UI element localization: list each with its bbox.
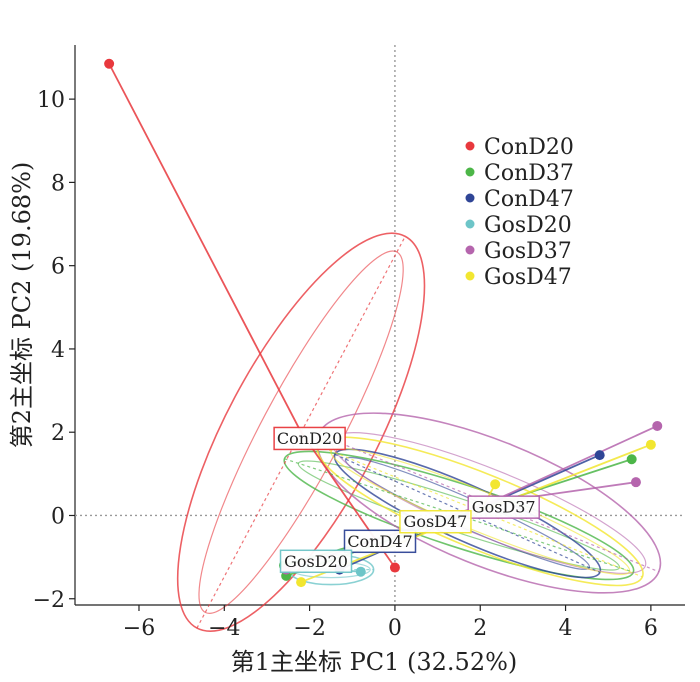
y-tick-label: 6: [51, 255, 65, 280]
cluster-label-ConD20: ConD20: [277, 429, 342, 448]
confidence-ellipses: [176, 232, 662, 633]
x-axis-title: 第1主坐标 PC1 (32.52%): [231, 648, 518, 676]
axis-line-ConD37: [284, 458, 634, 573]
spider-ConD20: [108, 63, 302, 433]
cluster-label-box-ConD20: [273, 426, 346, 451]
legend-marker-ConD20: [465, 141, 475, 151]
cluster-label-box-GosD20: [279, 549, 353, 574]
legend-label-GosD47: GosD47: [484, 265, 572, 290]
point-GosD47: [296, 577, 307, 588]
x-tick-label: −6: [123, 616, 155, 641]
legend-label-ConD20: ConD20: [484, 135, 574, 160]
y-tick-label: −2: [33, 588, 65, 613]
cluster-label-box-GosD37: [467, 495, 540, 519]
x-tick-label: 4: [559, 616, 573, 641]
point-GosD37: [652, 420, 663, 431]
cluster-label-GosD20: GosD20: [284, 552, 348, 571]
y-tick-label: 10: [37, 88, 65, 113]
legend-label-ConD37: ConD37: [484, 161, 574, 186]
x-tick-label: −4: [208, 616, 240, 641]
legend-label-ConD47: ConD47: [484, 187, 574, 212]
point-GosD20: [355, 566, 366, 577]
point-GosD47: [490, 479, 501, 490]
legend-marker-ConD47: [465, 193, 475, 203]
y-tick-label: 0: [51, 504, 65, 529]
legend-marker-GosD20: [465, 219, 475, 229]
legend-marker-GosD37: [465, 245, 475, 255]
point-ConD47: [594, 450, 605, 461]
axis-line-GosD37: [318, 433, 660, 573]
point-ConD20: [104, 58, 115, 69]
y-tick-label: 2: [51, 421, 65, 446]
plot-frame: [74, 45, 685, 606]
cluster-label-box-GosD47: [399, 509, 472, 534]
x-tick-label: 6: [644, 616, 658, 641]
spider-GosD37: [488, 425, 658, 504]
legend-marker-ConD37: [465, 167, 475, 177]
x-tick-label: 0: [388, 616, 402, 641]
legend-label-GosD37: GosD37: [484, 239, 572, 264]
legend-marker-GosD47: [465, 271, 475, 281]
point-GosD37: [630, 477, 641, 488]
cluster-label-ConD47: ConD47: [347, 532, 412, 551]
cluster-label-GosD47: GosD47: [404, 512, 468, 531]
point-ConD37: [626, 454, 637, 465]
axis-line-ConD20: [196, 236, 406, 629]
cluster-label-box-ConD47: [343, 529, 417, 554]
cluster-label-GosD37: GosD37: [472, 498, 536, 517]
axis-ticks: −6 −4 −2 0 2 4 6 −2 0 2 4 6 8 10: [33, 88, 658, 641]
ellipse-inner-ConD20: [198, 250, 404, 614]
y-tick-label: 8: [51, 171, 65, 196]
y-tick-label: 4: [51, 338, 65, 363]
reference-lines: [75, 45, 685, 605]
legend-label-GosD20: GosD20: [484, 213, 572, 238]
point-GosD47: [645, 439, 656, 450]
y-axis-title: 第2主坐标 PC2 (19.68%): [8, 162, 36, 449]
x-tick-label: 2: [473, 616, 487, 641]
point-ConD20: [389, 562, 400, 573]
x-tick-label: −2: [293, 616, 325, 641]
